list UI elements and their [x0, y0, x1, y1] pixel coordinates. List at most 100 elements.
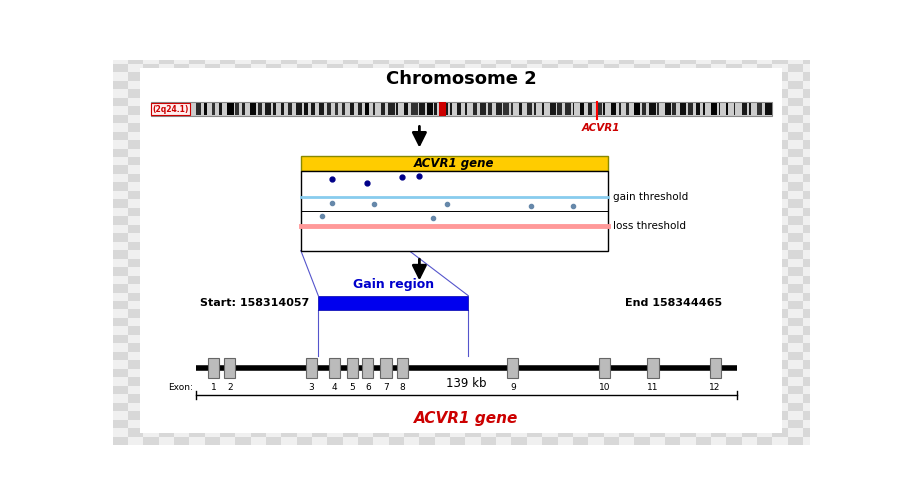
- Bar: [220, 123, 235, 132]
- Bar: [650, 284, 665, 292]
- Bar: [803, 436, 818, 445]
- Bar: [174, 174, 189, 182]
- Bar: [496, 81, 511, 90]
- Bar: [726, 377, 742, 386]
- Bar: [788, 318, 803, 326]
- Bar: [158, 47, 174, 56]
- Bar: [818, 377, 833, 386]
- Bar: [189, 114, 204, 123]
- Bar: [389, 148, 404, 157]
- Bar: [818, 301, 833, 310]
- Bar: [526, 182, 542, 191]
- Bar: [696, 114, 711, 123]
- Bar: [396, 102, 398, 116]
- Bar: [711, 81, 726, 90]
- Bar: [511, 106, 526, 114]
- Bar: [788, 436, 803, 445]
- Bar: [650, 360, 665, 369]
- Bar: [297, 310, 312, 318]
- Bar: [572, 148, 589, 157]
- Bar: [450, 56, 465, 64]
- Bar: [557, 377, 573, 386]
- Bar: [511, 276, 526, 284]
- Bar: [589, 369, 604, 377]
- Bar: [589, 436, 604, 445]
- Bar: [680, 267, 696, 276]
- Bar: [772, 428, 788, 436]
- Bar: [220, 90, 235, 98]
- Bar: [696, 90, 711, 98]
- Bar: [189, 90, 204, 98]
- Bar: [772, 318, 788, 326]
- Bar: [665, 411, 680, 420]
- Bar: [266, 335, 282, 344]
- Bar: [757, 114, 772, 123]
- Bar: [472, 102, 477, 116]
- Bar: [266, 233, 282, 241]
- Bar: [328, 411, 343, 420]
- Bar: [496, 436, 511, 445]
- Bar: [328, 258, 343, 267]
- Text: 4: 4: [331, 382, 338, 392]
- Bar: [634, 402, 650, 411]
- Bar: [235, 140, 250, 148]
- Bar: [282, 402, 297, 411]
- Bar: [542, 411, 557, 420]
- Bar: [204, 114, 220, 123]
- Bar: [511, 318, 526, 326]
- Bar: [542, 148, 557, 157]
- Bar: [250, 411, 266, 420]
- Bar: [204, 420, 220, 428]
- Bar: [696, 140, 711, 148]
- Bar: [250, 140, 266, 148]
- Bar: [174, 208, 189, 216]
- Bar: [589, 267, 604, 276]
- Bar: [312, 98, 328, 106]
- Bar: [235, 276, 250, 284]
- Bar: [112, 81, 128, 90]
- Bar: [328, 386, 343, 394]
- Bar: [128, 250, 143, 258]
- Bar: [557, 233, 573, 241]
- Bar: [174, 369, 189, 377]
- Bar: [374, 352, 389, 360]
- Bar: [604, 250, 619, 258]
- Bar: [374, 335, 389, 344]
- Bar: [328, 114, 343, 123]
- Bar: [604, 258, 619, 267]
- Bar: [358, 148, 374, 157]
- Bar: [619, 402, 634, 411]
- Bar: [297, 90, 312, 98]
- Bar: [358, 200, 374, 208]
- Bar: [112, 106, 128, 114]
- Bar: [680, 191, 696, 200]
- Bar: [742, 90, 757, 98]
- Bar: [680, 132, 696, 140]
- Bar: [711, 208, 726, 216]
- Bar: [297, 360, 312, 369]
- Bar: [526, 208, 542, 216]
- Bar: [204, 369, 220, 377]
- Bar: [404, 360, 419, 369]
- Bar: [542, 402, 557, 411]
- Bar: [435, 114, 450, 123]
- Bar: [711, 98, 726, 106]
- Bar: [665, 208, 680, 216]
- Bar: [235, 98, 250, 106]
- Bar: [343, 352, 358, 360]
- Bar: [220, 258, 235, 267]
- Bar: [450, 148, 465, 157]
- Bar: [572, 174, 589, 182]
- Bar: [389, 394, 404, 402]
- Text: 7: 7: [383, 382, 389, 392]
- Bar: [757, 267, 772, 276]
- Bar: [557, 98, 573, 106]
- Bar: [589, 386, 604, 394]
- Bar: [312, 420, 328, 428]
- Bar: [112, 377, 128, 386]
- Bar: [450, 106, 465, 114]
- Bar: [235, 102, 239, 116]
- Bar: [496, 64, 511, 72]
- Bar: [604, 310, 619, 318]
- Bar: [803, 386, 818, 394]
